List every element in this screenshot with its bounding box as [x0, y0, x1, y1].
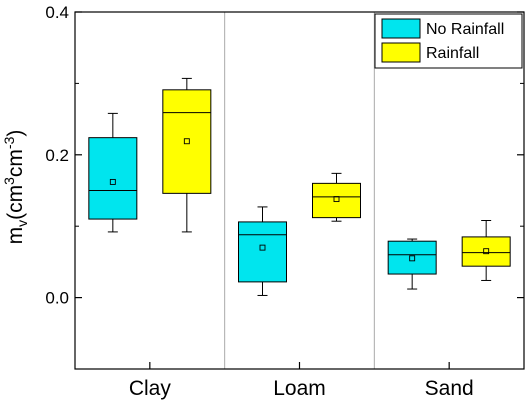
mean-marker	[333, 196, 340, 203]
mean-marker	[183, 138, 190, 145]
legend-label-rainfall: Rainfall	[426, 45, 479, 62]
x-tick-label: Clay	[129, 377, 172, 400]
y-tick-label: 0.0	[45, 289, 69, 308]
box	[312, 182, 361, 219]
mean-marker	[409, 255, 416, 262]
box	[238, 221, 287, 283]
y-tick-label: 0.4	[45, 3, 69, 22]
y-label-unit-b: cm	[4, 149, 27, 177]
box	[387, 240, 437, 275]
legend-swatch-no-rainfall	[381, 18, 421, 39]
y-label-base: m	[4, 227, 27, 245]
box	[461, 236, 511, 267]
x-tick-label: Loam	[273, 377, 326, 400]
y-tick-label: 0.2	[45, 146, 69, 165]
plot-layer: 0.0 0.2 0.4 Clay Loam Sand	[45, 3, 525, 400]
mean-marker	[109, 178, 116, 185]
box	[162, 89, 212, 194]
box	[88, 137, 138, 220]
legend-label-no-rainfall: No Rainfall	[426, 21, 504, 38]
y-label-sub: v	[14, 220, 30, 227]
mean-marker	[483, 248, 490, 255]
y-axis-label: mv(cm3cm-3)	[1, 130, 30, 245]
y-label-sup-a: 3	[1, 177, 17, 185]
legend: No Rainfall Rainfall	[374, 13, 523, 69]
x-tick-label: Sand	[425, 377, 474, 400]
mean-marker	[259, 244, 266, 251]
y-label-close: )	[4, 130, 27, 137]
y-label-unit-a: (cm	[4, 185, 27, 220]
y-label-sup-b: -3	[1, 136, 17, 149]
legend-swatch-rainfall	[381, 42, 421, 63]
